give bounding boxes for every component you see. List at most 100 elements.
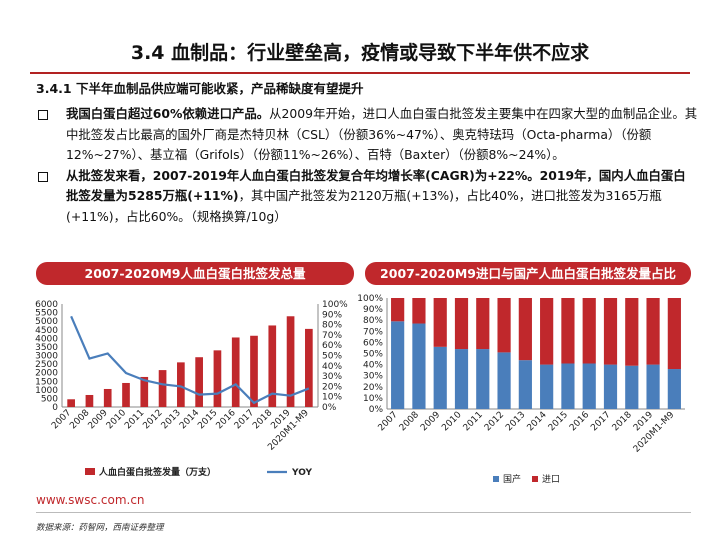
import-bar [476,298,490,350]
import-bar [561,298,575,364]
y-tick-label-right: 10% [322,393,342,403]
x-tick-label: 2009 [419,410,442,433]
volume-bar [250,335,258,407]
y-tick-label-right: 50% [322,352,342,362]
y-tick-label-right: 60% [322,341,342,351]
x-tick-label: 2010 [105,408,128,431]
x-tick-label: 2013 [504,410,527,433]
legend-swatch-domestic [493,476,499,482]
import-bar [391,298,405,322]
domestic-bar [412,323,426,409]
y-tick-label-left: 5000 [35,317,58,327]
x-tick-label: 2013 [160,408,183,431]
y-tick-label: 30% [363,372,383,382]
domestic-bar [540,364,554,409]
domestic-bar [667,369,681,409]
title-divider [30,72,690,74]
volume-bar [103,388,112,407]
y-tick-label: 10% [363,394,383,404]
x-tick-label: 2015 [196,408,219,431]
bullet-lead: 从批签发来看，2007-2019年人血白蛋白批签发复合年均增长率(CAGR)为+… [66,167,686,204]
y-tick-label-left: 1000 [35,386,58,396]
domestic-bar [603,364,618,409]
domestic-bar [518,360,532,409]
bullet-text: ，其中国产批签发为2120万瓶(+13%)，占比40%，进口批签发为3165万瓶… [66,188,662,224]
y-tick-label: 60% [363,338,383,348]
import-bar [454,298,469,350]
yoy-line [70,315,310,405]
import-bar [582,298,596,364]
square-bullet-icon [38,171,48,182]
volume-bar [268,325,277,407]
x-tick-label: 2012 [141,408,164,431]
volume-bar [158,370,167,407]
volume-bar [231,337,240,407]
x-tick-label: 2015 [547,410,570,433]
x-tick-label: 2017 [589,410,612,433]
bullet-lead: 我国白蛋白超过60%依赖进口产品。 [66,106,270,121]
legend-swatch-import [532,476,538,482]
y-tick-label-right: 80% [322,321,342,331]
y-tick-label: 70% [363,327,383,337]
volume-bar [85,394,94,407]
chart-title-share: 2007-2020M9进口与国产人血白蛋白批签发量占比 [365,262,691,285]
legend-label-volume: 人血白蛋白批签发量（万支） [98,466,216,478]
section-subtitle: 3.4.1 下半年血制品供应端可能收紧，产品稀缺度有望提升 [36,81,364,96]
y-tick-label-right: 70% [322,331,342,341]
y-tick-label-left: 1500 [35,377,58,387]
volume-bar [305,328,313,407]
square-bullet-icon [38,110,48,120]
y-tick-label: 80% [363,316,383,326]
legend-label-import: 进口 [542,474,560,485]
chart-title-total: 2007-2020M9人血白蛋白批签发总量 [36,262,354,285]
x-tick-label: 2017 [233,408,256,431]
y-tick-label-right: 0% [322,403,337,413]
volume-bar [67,399,75,407]
y-tick-label-left: 3000 [35,352,58,362]
domestic-bar [433,346,447,409]
footer-url[interactable]: www.swsc.com.cn [36,493,145,507]
page-title: 3.4 血制品：行业壁垒高，疫情或导致下半年供不应求 [130,42,590,64]
domestic-bar [625,365,639,409]
legend-swatch-volume [85,468,95,475]
x-tick-label: 2009 [87,408,110,431]
domestic-bar [561,363,575,409]
bullet-item: 从批签发来看，2007-2019年人血白蛋白批签发复合年均增长率(CAGR)为+… [38,166,698,228]
total-volume-chart: 0500100015002000250030003500400045005000… [35,300,348,478]
x-tick-label: 2014 [525,410,548,433]
y-tick-label-left: 2000 [35,369,58,379]
y-tick-label: 90% [363,305,383,315]
source-note: 数据来源：药智网，西南证券整理 [36,523,164,533]
import-bar [433,298,447,347]
domestic-bar [454,349,469,409]
domestic-bar [582,363,596,409]
x-tick-label: 2016 [568,410,591,433]
domestic-bar [497,352,511,409]
y-tick-label-left: 4000 [35,334,58,344]
y-tick-label: 20% [363,383,383,393]
volume-bar [286,316,295,407]
y-tick-label-right: 100% [322,300,348,310]
x-tick-label: 2010 [440,410,463,433]
bullet-text: 从2009年开始，进口人血白蛋白批签发主要集中在四家大型的血制品企业。其中批签发… [66,106,698,162]
import-bar [518,298,532,361]
bullet-list: 我国白蛋白超过60%依赖进口产品。从2009年开始，进口人血白蛋白批签发主要集中… [38,104,698,227]
import-bar [625,298,639,366]
y-tick-label-right: 20% [322,382,342,392]
y-tick-label-left: 4500 [35,326,58,336]
y-tick-label-left: 2500 [35,360,58,370]
y-tick-label-left: 500 [41,394,58,404]
y-tick-label-left: 0 [52,403,58,413]
import-bar [667,298,681,370]
x-tick-label: 2018 [251,408,274,431]
import-bar [646,298,660,365]
import-bar [603,298,618,365]
legend-label-domestic: 国产 [503,473,521,485]
x-tick-label: 2008 [398,410,421,433]
import-bar [540,298,554,365]
import-bar [412,298,426,324]
y-tick-label-right: 30% [322,372,342,382]
volume-bar [213,350,222,407]
domestic-bar [646,364,660,409]
y-tick-label-right: 90% [322,310,342,320]
